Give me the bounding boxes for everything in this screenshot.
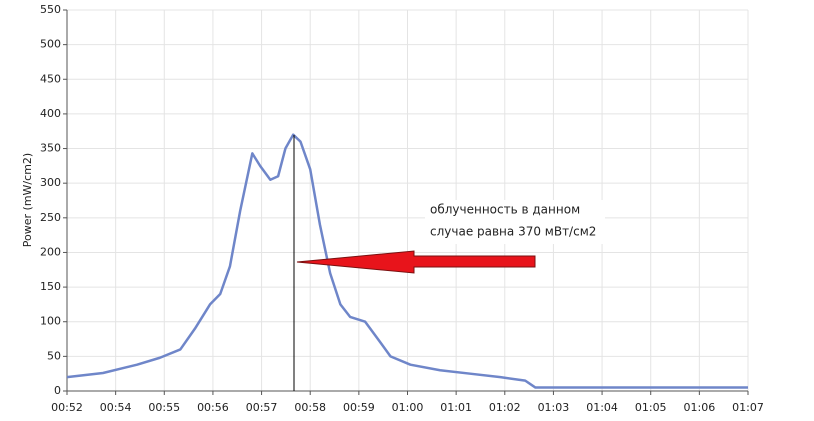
y-tick-label: 400 [40, 107, 61, 120]
x-tick-label: 01:05 [635, 401, 667, 414]
y-tick-label: 100 [40, 315, 61, 328]
y-tick-label: 0 [54, 384, 61, 397]
y-tick-label: 500 [40, 38, 61, 51]
y-tick-label: 550 [40, 3, 61, 16]
x-tick-label: 01:06 [684, 401, 716, 414]
arrow [296, 250, 536, 274]
y-tick-label: 200 [40, 245, 61, 258]
x-tick-label: 01:07 [732, 401, 764, 414]
x-tick-label: 00:54 [100, 401, 132, 414]
annotation: облученность в данном [430, 203, 580, 217]
y-tick-label: 350 [40, 142, 61, 155]
x-tick-label: 00:57 [246, 401, 278, 414]
x-tick-label: 01:04 [586, 401, 618, 414]
x-tick-label: 00:58 [294, 401, 326, 414]
x-tick-label: 01:03 [538, 401, 570, 414]
y-tick-label: 50 [47, 349, 61, 362]
x-tick-label: 00:52 [51, 401, 83, 414]
y-tick-label: 450 [40, 72, 61, 85]
annotation: случае равна 370 мВт/см2 [430, 225, 596, 239]
x-tick-label: 01:01 [440, 401, 472, 414]
y-tick-label: 250 [40, 211, 61, 224]
x-tick-label: 00:56 [197, 401, 229, 414]
data-line [66, 133, 748, 389]
y-axis-label: Power (mW/cm2) [21, 153, 34, 247]
x-tick-label: 01:00 [392, 401, 424, 414]
x-tick-label: 00:59 [343, 401, 375, 414]
x-tick-label: 00:55 [148, 401, 180, 414]
x-tick-label: 01:02 [489, 401, 521, 414]
annotation-box [425, 200, 605, 244]
y-tick-label: 150 [40, 280, 61, 293]
y-tick-label: 300 [40, 176, 61, 189]
